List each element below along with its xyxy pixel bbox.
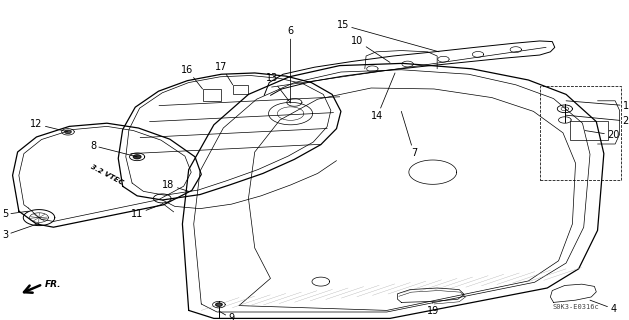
Text: 10: 10 bbox=[351, 36, 390, 62]
Text: FR.: FR. bbox=[45, 280, 62, 289]
Text: 20: 20 bbox=[585, 130, 620, 140]
Bar bbox=[540, 86, 621, 180]
Text: 12: 12 bbox=[30, 119, 68, 132]
Text: 15: 15 bbox=[337, 20, 439, 52]
Bar bbox=[203, 89, 221, 101]
Text: 11: 11 bbox=[131, 204, 162, 219]
Text: 17: 17 bbox=[215, 61, 233, 85]
Text: 3: 3 bbox=[2, 223, 39, 240]
Text: 19: 19 bbox=[426, 302, 439, 316]
Text: 16: 16 bbox=[181, 65, 203, 89]
Text: 7: 7 bbox=[401, 111, 417, 158]
Text: 18: 18 bbox=[162, 180, 189, 191]
Polygon shape bbox=[216, 303, 222, 306]
Text: 4: 4 bbox=[590, 300, 616, 314]
Text: 6: 6 bbox=[287, 26, 294, 102]
Text: 3.2 VTEC: 3.2 VTEC bbox=[89, 163, 125, 186]
Text: 8: 8 bbox=[90, 140, 137, 157]
Text: 14: 14 bbox=[371, 73, 395, 121]
Text: 1: 1 bbox=[566, 100, 629, 111]
Bar bbox=[570, 121, 608, 140]
Bar bbox=[233, 85, 248, 94]
Polygon shape bbox=[133, 155, 141, 159]
Polygon shape bbox=[65, 130, 71, 133]
Text: 5: 5 bbox=[2, 209, 28, 220]
Text: 13: 13 bbox=[265, 73, 291, 103]
Text: 2: 2 bbox=[566, 115, 629, 126]
Text: S0K3-E0316c: S0K3-E0316c bbox=[552, 304, 599, 309]
Text: 9: 9 bbox=[219, 311, 235, 320]
